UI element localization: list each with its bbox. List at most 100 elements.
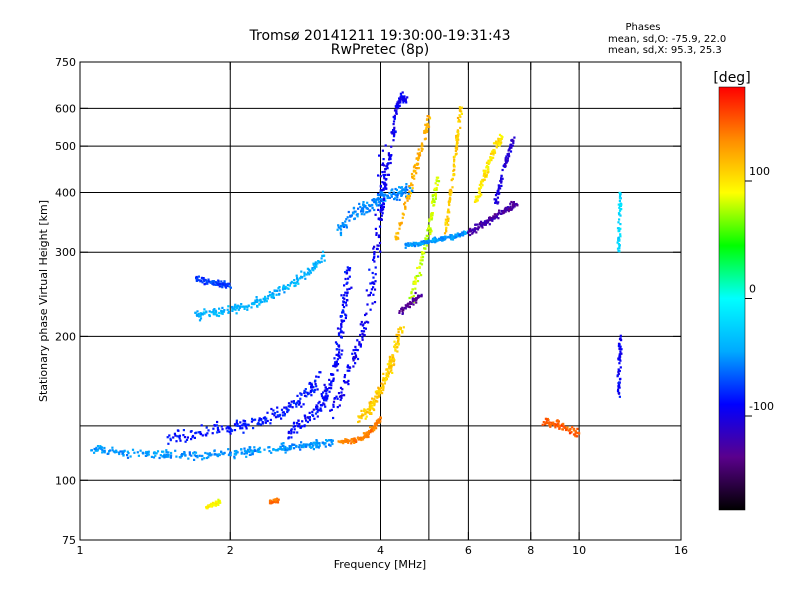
data-point	[136, 451, 139, 454]
data-point	[482, 223, 485, 226]
data-point	[217, 279, 220, 282]
data-point	[328, 383, 331, 386]
data-point	[565, 428, 568, 432]
data-point	[356, 349, 359, 352]
data-point	[293, 279, 296, 282]
data-point	[302, 403, 305, 406]
data-point	[279, 445, 282, 448]
data-point	[486, 168, 490, 171]
data-point	[425, 118, 429, 121]
data-point	[383, 378, 386, 381]
data-point	[426, 238, 429, 241]
data-point	[231, 429, 234, 432]
data-point	[196, 456, 199, 459]
y-tick-label: 75	[62, 534, 76, 547]
data-point	[376, 395, 379, 398]
data-point	[509, 202, 512, 205]
data-point	[414, 241, 417, 244]
data-point	[345, 269, 348, 272]
data-point	[316, 405, 319, 408]
data-point	[221, 306, 224, 309]
data-point	[401, 331, 404, 334]
data-point	[485, 165, 489, 168]
data-point	[476, 199, 479, 202]
data-point	[429, 231, 432, 234]
data-point	[295, 402, 298, 405]
data-point	[201, 458, 204, 461]
data-point	[129, 455, 132, 458]
data-point	[328, 390, 331, 393]
data-point	[343, 225, 346, 228]
data-point	[318, 444, 321, 448]
data-point	[283, 412, 286, 416]
data-point	[224, 283, 227, 286]
data-point	[240, 448, 243, 451]
data-point	[239, 421, 242, 424]
data-point	[617, 358, 620, 361]
data-point	[235, 450, 238, 453]
data-point	[240, 303, 243, 306]
data-point	[424, 131, 427, 134]
data-point	[306, 393, 310, 396]
data-point	[341, 388, 344, 391]
data-point	[551, 422, 554, 426]
data-point	[382, 208, 385, 211]
data-point	[247, 304, 250, 307]
data-point	[501, 177, 504, 180]
data-point	[94, 449, 97, 452]
data-point	[210, 453, 213, 456]
data-point	[417, 148, 420, 151]
data-point	[379, 184, 382, 187]
data-point	[339, 231, 343, 234]
data-point	[344, 277, 347, 281]
data-point	[269, 499, 272, 502]
data-point	[379, 175, 382, 178]
data-point	[308, 411, 311, 414]
data-point	[261, 421, 264, 424]
data-point	[235, 419, 238, 422]
data-point	[344, 381, 347, 384]
data-point	[216, 426, 219, 429]
data-point	[486, 171, 489, 174]
data-point	[426, 229, 429, 232]
data-point	[346, 381, 349, 384]
data-point	[619, 359, 622, 362]
data-point	[365, 415, 368, 418]
data-point	[381, 203, 384, 206]
data-point	[267, 295, 270, 298]
data-point	[447, 219, 450, 223]
data-point	[339, 224, 342, 228]
data-point	[495, 142, 498, 145]
data-point	[311, 268, 314, 271]
data-point	[618, 338, 622, 341]
data-point	[323, 403, 326, 406]
data-point	[458, 120, 462, 123]
data-point	[373, 208, 376, 212]
data-point	[275, 449, 278, 452]
data-point	[252, 427, 255, 430]
data-point	[292, 401, 295, 405]
data-point	[315, 439, 318, 442]
data-point	[395, 188, 398, 192]
data-point	[415, 297, 418, 300]
data-point	[225, 427, 228, 430]
data-point	[312, 448, 315, 451]
data-point	[362, 323, 365, 326]
data-point	[498, 144, 501, 147]
data-point	[147, 453, 150, 456]
data-point	[184, 454, 187, 457]
data-point	[617, 384, 620, 388]
data-point	[158, 456, 161, 460]
data-point	[311, 386, 314, 389]
data-point	[550, 421, 553, 424]
data-point	[205, 434, 208, 437]
data-point	[330, 440, 333, 444]
data-point	[242, 419, 245, 422]
data-point	[245, 455, 248, 458]
data-point	[425, 234, 428, 237]
data-point	[297, 282, 300, 285]
data-point	[221, 283, 224, 286]
data-point	[174, 449, 177, 452]
data-point	[286, 408, 289, 411]
data-point	[617, 372, 620, 376]
